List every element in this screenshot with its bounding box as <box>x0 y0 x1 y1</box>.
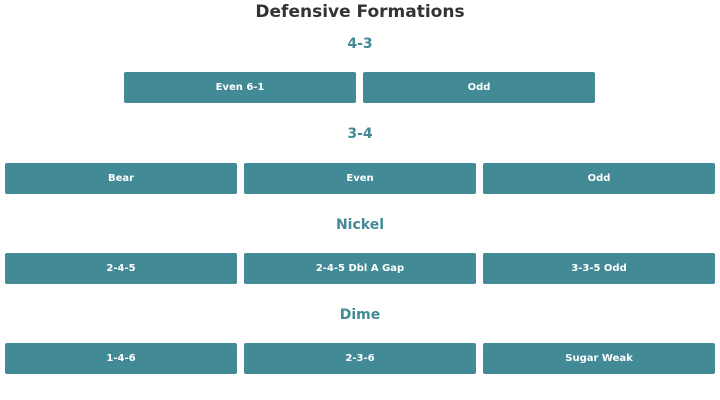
formation-button-even[interactable]: Even <box>244 163 476 194</box>
button-row-4-3: Even 6-1 Odd <box>0 72 720 103</box>
button-row-3-4: Bear Even Odd <box>0 163 720 194</box>
formation-button-2-3-6[interactable]: 2-3-6 <box>244 343 476 374</box>
formation-button-odd-3-4[interactable]: Odd <box>483 163 715 194</box>
formation-button-bear[interactable]: Bear <box>5 163 237 194</box>
formation-button-2-4-5[interactable]: 2-4-5 <box>5 253 237 284</box>
formation-button-2-4-5-dbl-a-gap[interactable]: 2-4-5 Dbl A Gap <box>244 253 476 284</box>
button-row-nickel: 2-4-5 2-4-5 Dbl A Gap 3-3-5 Odd <box>0 253 720 284</box>
section-title-dime: Dime <box>339 307 381 323</box>
button-row-dime: 1-4-6 2-3-6 Sugar Weak <box>0 343 720 374</box>
formation-button-1-4-6[interactable]: 1-4-6 <box>5 343 237 374</box>
formation-button-sugar-weak[interactable]: Sugar Weak <box>483 343 715 374</box>
formation-button-3-3-5-odd[interactable]: 3-3-5 Odd <box>483 253 715 284</box>
formation-button-odd-4-3[interactable]: Odd <box>363 72 595 103</box>
section-title-nickel: Nickel <box>335 217 385 233</box>
section-title-4-3: 4-3 <box>347 36 373 52</box>
page-title: Defensive Formations <box>255 2 465 22</box>
section-title-3-4: 3-4 <box>347 126 373 142</box>
formation-button-even-6-1[interactable]: Even 6-1 <box>124 72 356 103</box>
